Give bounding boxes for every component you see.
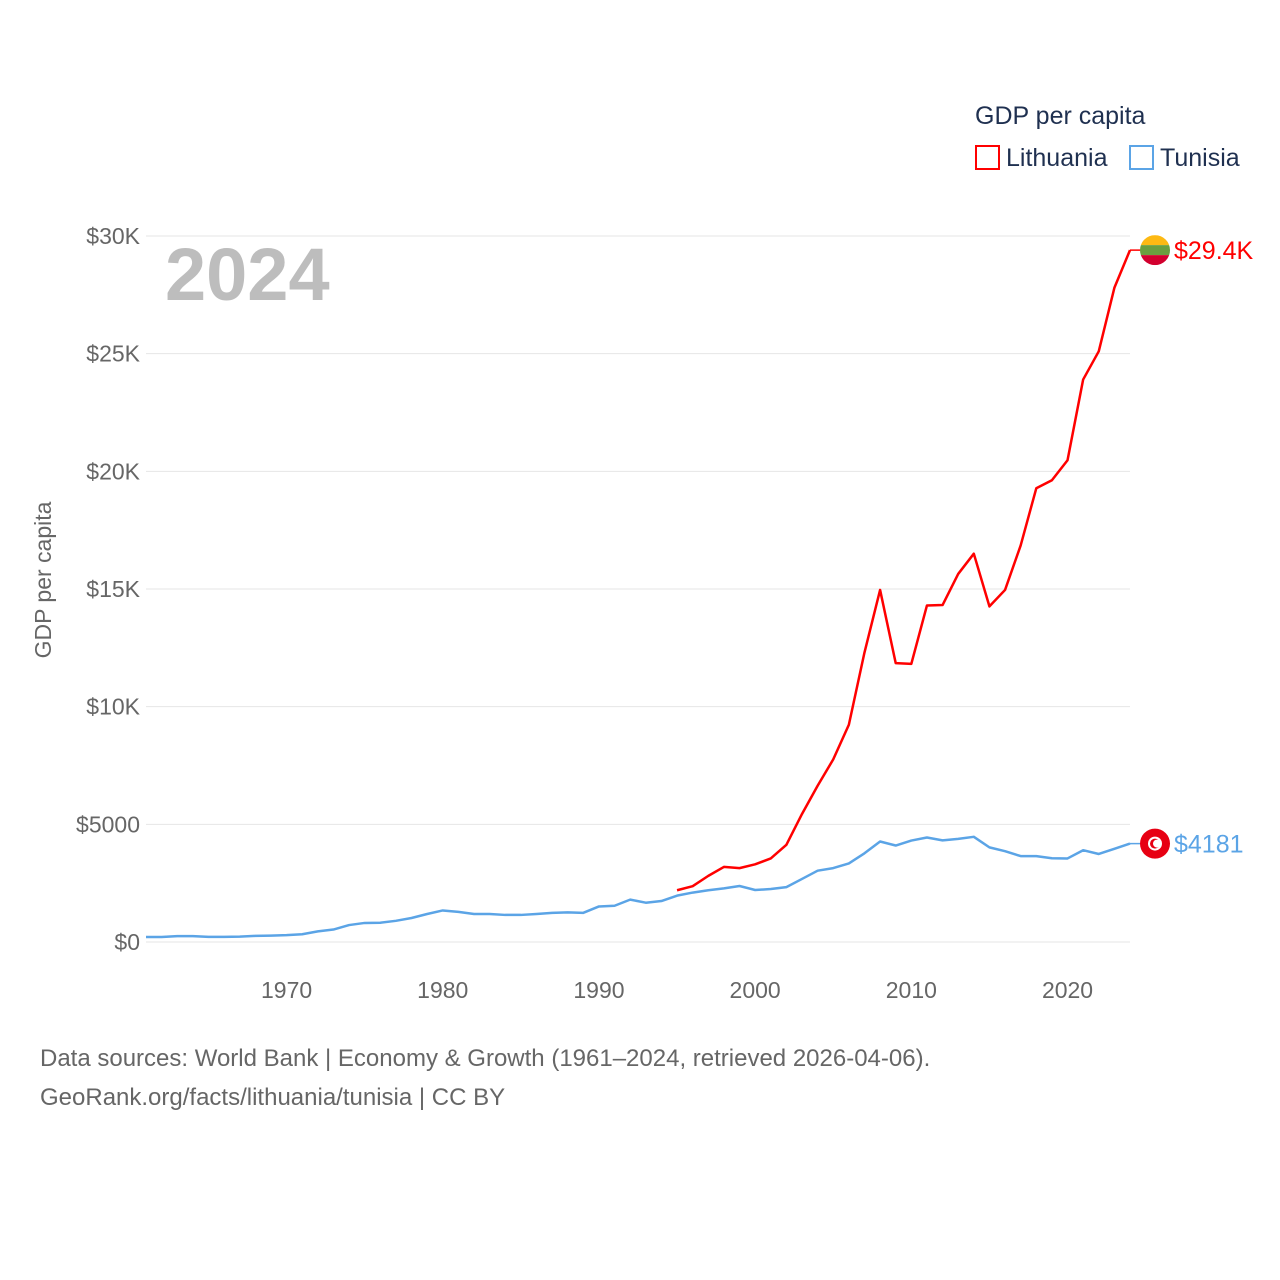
lithuania-flag-icon: [1140, 235, 1170, 246]
x-tick-label: 1990: [573, 977, 624, 1003]
legend-swatch: [1129, 145, 1154, 170]
lithuania-flag-icon: [1140, 255, 1170, 266]
y-tick-label: $25K: [86, 341, 140, 367]
y-tick-label: $5000: [76, 811, 140, 837]
legend-label: Tunisia: [1160, 144, 1240, 172]
y-axis-label: GDP per capita: [30, 501, 56, 658]
y-tick-label: $20K: [86, 458, 140, 484]
x-tick-label: 2020: [1042, 977, 1093, 1003]
x-tick-label: 1970: [261, 977, 312, 1003]
tunisia-crescent-cut: [1153, 839, 1161, 848]
legend-title: GDP per capita: [975, 102, 1146, 130]
x-tick-label: 1980: [417, 977, 468, 1003]
x-tick-label: 2010: [886, 977, 937, 1003]
footer-link[interactable]: GeoRank.org/facts/lithuania/tunisia | CC…: [40, 1084, 506, 1111]
end-value-label: $4181: [1174, 831, 1244, 859]
y-tick-label: $30K: [86, 223, 140, 249]
y-tick-label: $10K: [86, 694, 140, 720]
x-tick-label: 2000: [730, 977, 781, 1003]
lithuania-flag-icon: [1140, 245, 1170, 256]
series-line-tunisia: [146, 835, 1131, 939]
legend-label: Lithuania: [1006, 144, 1108, 172]
y-tick-label: $0: [114, 929, 140, 955]
year-label: 2024: [165, 233, 330, 316]
y-tick-label: $15K: [86, 576, 140, 602]
legend-swatch: [975, 145, 1000, 170]
footer-sources: Data sources: World Bank | Economy & Gro…: [40, 1045, 931, 1072]
end-value-label: $29.4K: [1174, 237, 1254, 265]
series-line-lithuania: [676, 249, 1132, 892]
